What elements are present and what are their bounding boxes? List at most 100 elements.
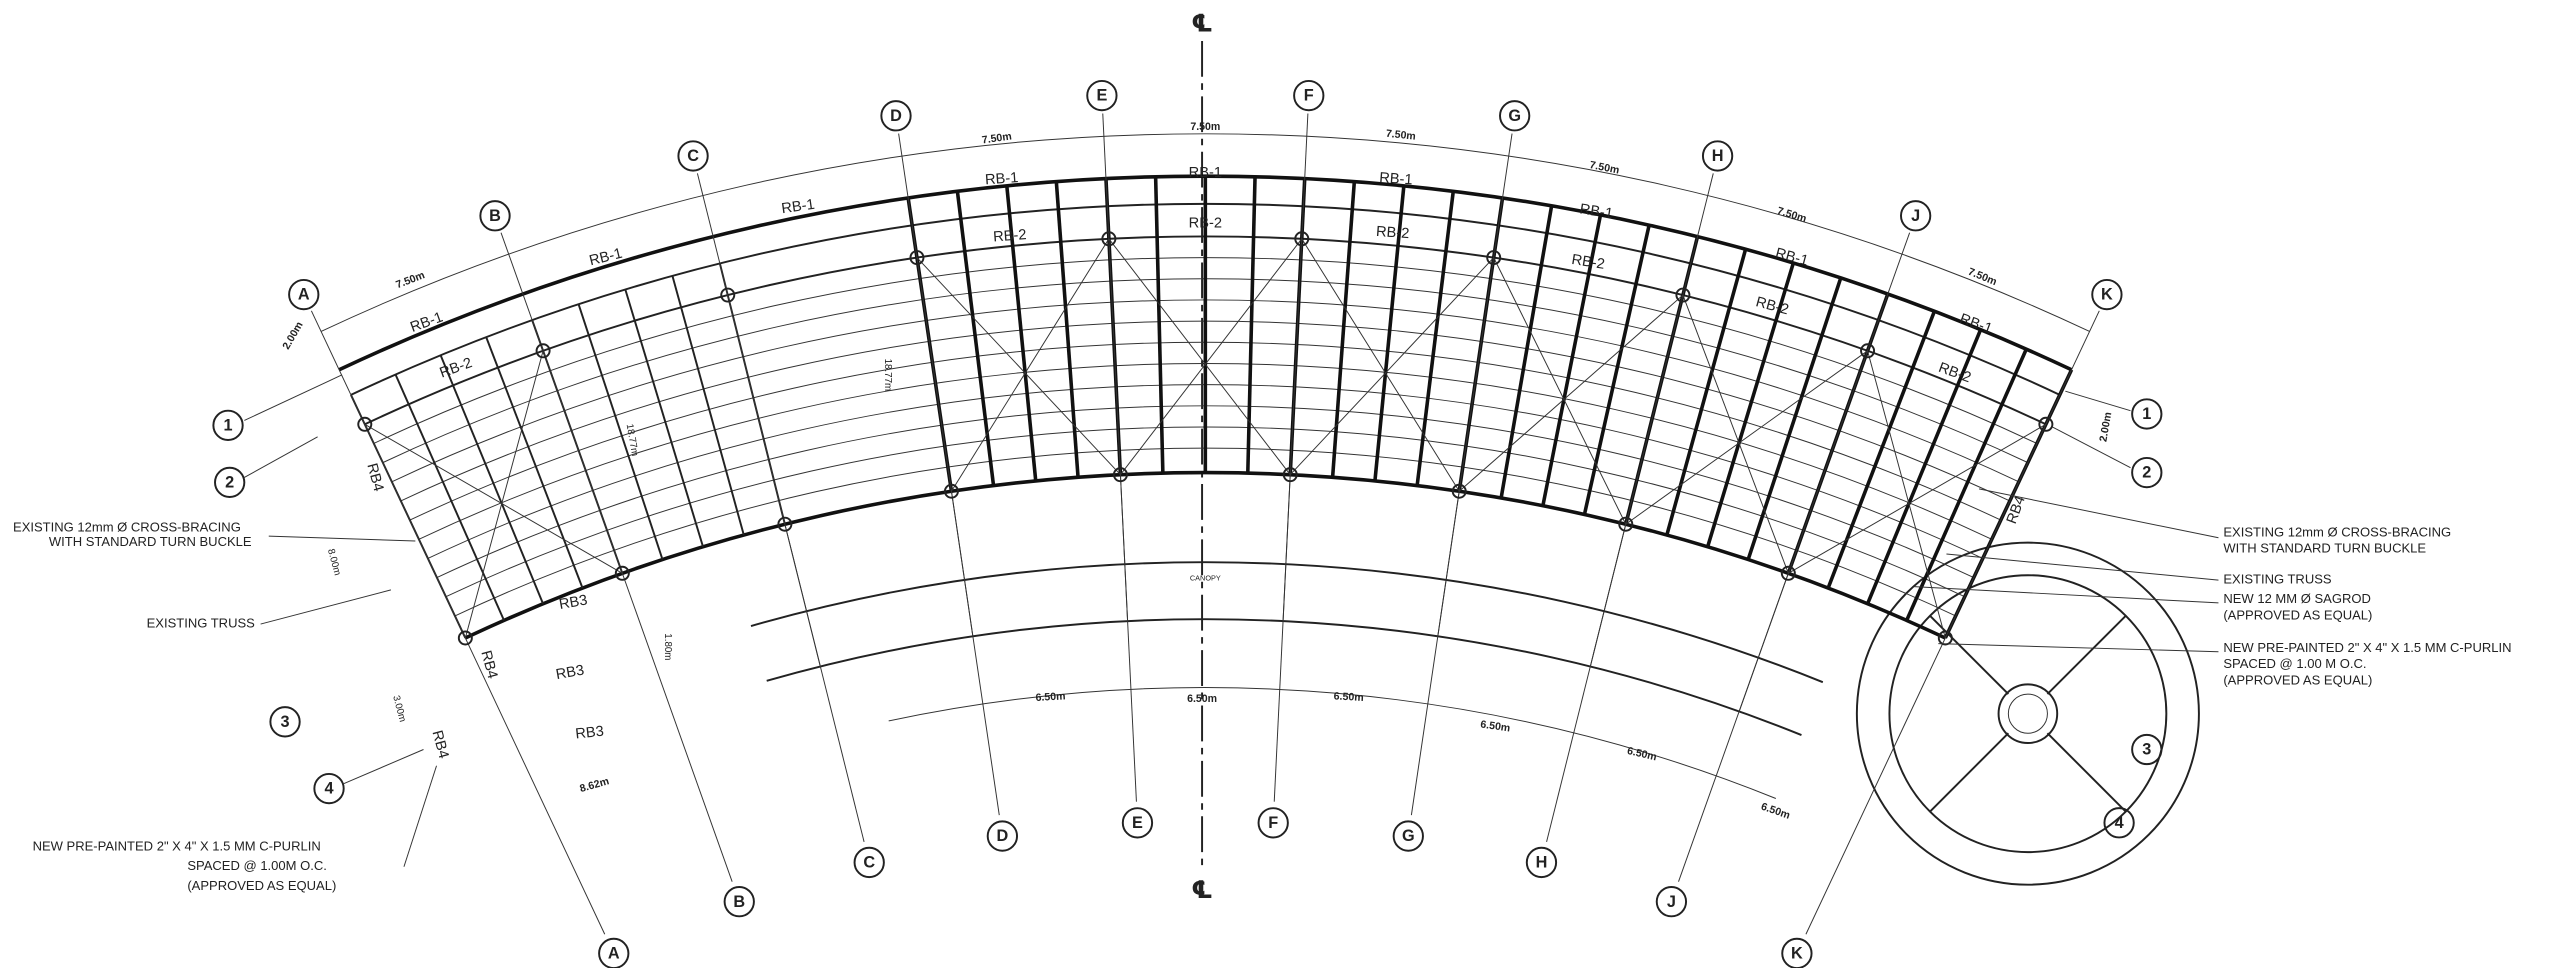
grid-line [696, 173, 865, 843]
row-label: 1 [2142, 405, 2151, 423]
row-label: 2 [225, 473, 234, 491]
cross-bracing [1120, 238, 1303, 475]
row-bubble [212, 409, 244, 441]
row-line [244, 374, 343, 421]
grid-label: D [996, 827, 1008, 845]
leader-line [268, 535, 416, 542]
leader-line [1913, 586, 2219, 604]
leader-line [260, 589, 392, 625]
grid-node [1112, 467, 1128, 483]
beam-label: RB-2 [1570, 252, 1605, 273]
grid-bubble [986, 820, 1019, 852]
grid-label: G [1508, 107, 1521, 125]
grid-bubble [723, 886, 755, 918]
note-text: WITH STANDARD TURN BUCKLE [2223, 541, 2426, 556]
grid-node [909, 250, 925, 266]
row-label: 2 [2142, 464, 2151, 482]
canopy-edge [750, 561, 1824, 684]
rafter [1153, 176, 1165, 474]
note-text: (APPROVED AS EQUAL) [187, 878, 336, 893]
beam-label: RB-1 [780, 197, 815, 217]
inner-ring [1888, 574, 2168, 854]
grid-label: J [1911, 207, 1920, 225]
note-text: EXISTING TRUSS [147, 616, 256, 631]
grid-bubble [853, 846, 885, 879]
rafter [1330, 181, 1357, 478]
grid-node [777, 516, 793, 532]
note-text: (APPROVED AS EQUAL) [2223, 673, 2372, 688]
grid-bubble [479, 200, 511, 232]
beam-label: RB3 [558, 592, 589, 613]
grid-line [1102, 113, 1137, 802]
rafter [1246, 176, 1257, 474]
grid-line [1805, 310, 2100, 935]
dimension-text: 6.50m [1035, 690, 1066, 704]
centerline-symbol: ℄ [1191, 875, 1213, 904]
grid-label: C [687, 147, 699, 165]
beam-label: RB4 [477, 649, 500, 681]
rafter [485, 336, 584, 589]
grid-label: E [1132, 814, 1143, 832]
cross-bracing [464, 350, 544, 639]
beam-label: RB4 [363, 462, 386, 494]
grid-line [1546, 173, 1714, 843]
cross-bracing [1625, 350, 1868, 525]
note-text: WITH STANDARD TURN BUCKLE [49, 534, 252, 549]
canopy-edge [766, 618, 1802, 736]
grid-bubble [1293, 79, 1325, 112]
grid-label: C [863, 854, 875, 872]
row-bubble [2103, 807, 2135, 839]
cross-bracing [1108, 238, 1291, 475]
grid-bubble [1392, 820, 1424, 852]
cross-bracing [1788, 423, 2047, 574]
grid-label: K [1791, 945, 1803, 963]
grid-label: A [298, 286, 310, 304]
rafter [1541, 214, 1603, 507]
grid-label: B [733, 893, 745, 911]
grid-bubble [1086, 79, 1118, 112]
row-bubble [214, 466, 246, 499]
row-label: 3 [2142, 741, 2151, 759]
row-line [2065, 390, 2131, 412]
grid-line [1410, 133, 1513, 816]
row-bubble [269, 706, 301, 738]
grid-bubble [880, 100, 912, 132]
row-line [244, 436, 318, 478]
beam-label: RB3 [555, 662, 586, 683]
dimension-text: 18.77m [882, 359, 893, 392]
grid-bubble [1701, 140, 1734, 172]
cross-bracing [1867, 350, 1946, 639]
cross-bracing [916, 257, 1121, 476]
cross-bracing [1289, 257, 1495, 476]
rafter [1826, 310, 1937, 589]
grid-node [1618, 516, 1634, 532]
row-label: 4 [2115, 814, 2124, 832]
grid-line [1273, 113, 1309, 802]
rafter [1499, 205, 1554, 499]
grid-node [614, 565, 630, 581]
dimension-text: 7.50m [1589, 159, 1621, 177]
note-text: EXISTING 12mm Ø CROSS-BRACING [13, 519, 241, 534]
row-label: 1 [224, 416, 233, 434]
beam-label: RB-2 [993, 227, 1027, 245]
grid-bubble [1121, 807, 1154, 839]
dimension-text: 7.50m [981, 130, 1012, 146]
grid-node [943, 483, 959, 499]
rafter [1373, 185, 1406, 482]
note-text: NEW 12 MM Ø SAGROD [2223, 591, 2371, 606]
cross-bracing [1301, 238, 1460, 492]
grid-label: A [608, 945, 620, 963]
rafter [1746, 277, 1843, 561]
leader-line [403, 765, 437, 867]
note-text: NEW PRE-PAINTED 2" X 4" X 1.5 MM C-PURLI… [2223, 640, 2511, 655]
grid-line [898, 133, 1000, 816]
rafter [1865, 328, 1983, 605]
rafter [1705, 262, 1796, 548]
dimension-line [320, 133, 2090, 332]
rafter [671, 275, 745, 536]
grid-label: H [1712, 147, 1724, 165]
note-text: SPACED @ 1.00 M O.C. [2223, 656, 2366, 671]
leader-line [1938, 643, 2219, 653]
beam-label: RB-1 [588, 246, 624, 270]
